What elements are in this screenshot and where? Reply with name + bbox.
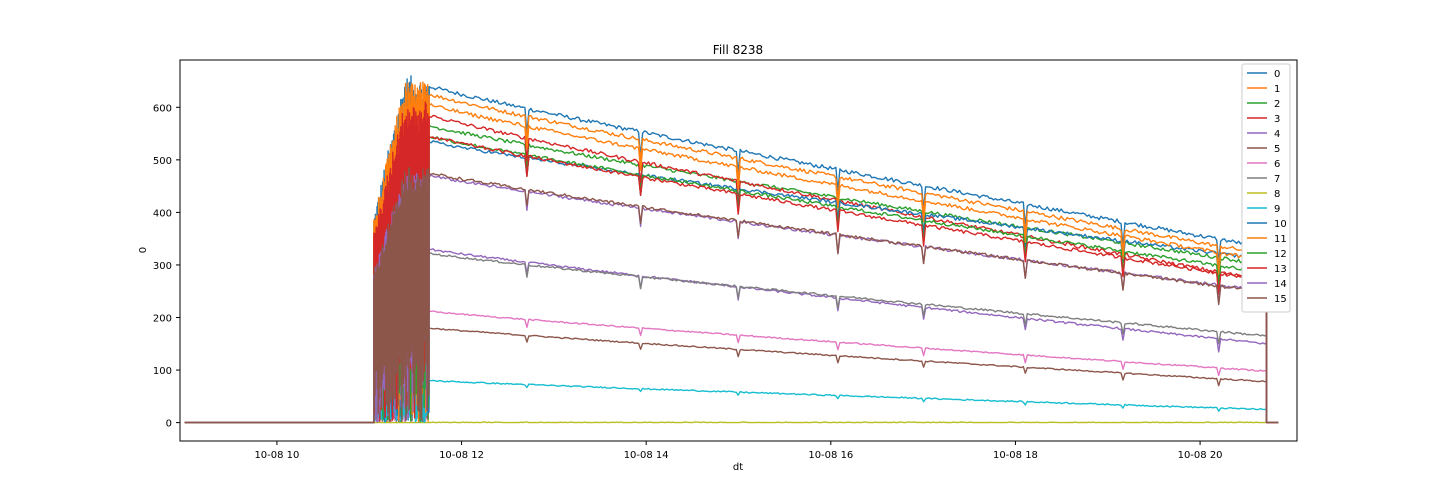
x-axis-label: dt	[733, 462, 743, 473]
legend-label: 7	[1274, 174, 1280, 185]
legend-label: 10	[1274, 219, 1287, 230]
series-line-15	[184, 167, 1279, 424]
legend-label: 1	[1274, 84, 1280, 95]
y-axis: 0 100 200 300 400 500 600	[153, 103, 180, 430]
x-tick-label: 10-08 14	[624, 450, 669, 461]
legend-label: 0	[1274, 69, 1280, 80]
legend-label: 5	[1274, 144, 1280, 155]
legend-label: 14	[1274, 279, 1287, 290]
x-axis: 10-08 10 10-08 12 10-08 14 10-08 16 10-08 18…	[254, 441, 1223, 461]
chart-title: Fill 8238	[713, 43, 763, 57]
legend-label: 2	[1274, 99, 1280, 110]
y-tick-label: 400	[153, 208, 172, 219]
x-tick-label: 10-08 18	[993, 450, 1038, 461]
y-tick-label: 600	[153, 103, 172, 114]
y-tick-label: 100	[153, 366, 172, 377]
x-tick-label: 10-08 12	[439, 450, 484, 461]
plot-area	[184, 75, 1279, 424]
legend-label: 3	[1274, 114, 1280, 125]
legend-label: 9	[1274, 204, 1280, 215]
y-tick-label: 300	[153, 261, 172, 272]
y-tick-label: 500	[153, 156, 172, 167]
legend-label: 11	[1274, 234, 1287, 245]
legend-label: 12	[1274, 249, 1287, 260]
legend-label: 6	[1274, 159, 1280, 170]
legend-label: 8	[1274, 189, 1280, 200]
y-axis-label: 0	[138, 247, 149, 253]
series-line-8	[184, 421, 1279, 424]
y-tick-label: 0	[166, 419, 172, 430]
y-tick-label: 200	[153, 314, 172, 325]
legend-label: 15	[1274, 294, 1287, 305]
legend-label: 4	[1274, 129, 1280, 140]
legend-box	[1241, 63, 1291, 313]
axes-frame	[179, 59, 1298, 442]
x-tick-label: 10-08 10	[254, 450, 299, 461]
legend-label: 13	[1274, 264, 1287, 275]
x-tick-label: 10-08 16	[808, 450, 853, 461]
x-tick-label: 10-08 20	[1178, 450, 1223, 461]
series-line-13	[184, 101, 1279, 424]
